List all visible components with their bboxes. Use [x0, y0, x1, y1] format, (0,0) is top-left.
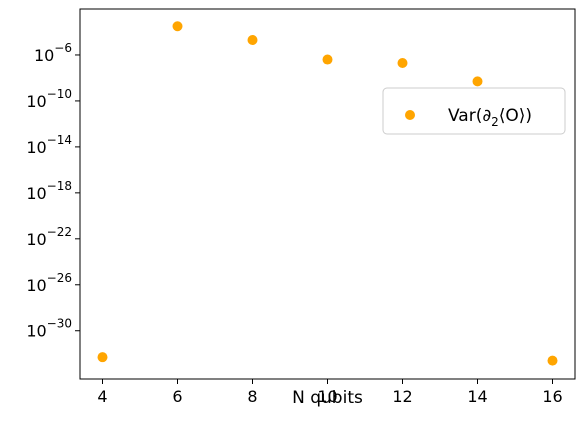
legend-label-sub: 2 — [491, 115, 499, 129]
y-axis: 10−30 10−26 10−22 10−18 10−14 10−10 10−6 — [26, 41, 80, 341]
x-tick-label: 6 — [172, 387, 182, 406]
data-point — [548, 356, 558, 366]
data-point — [248, 35, 258, 45]
legend-label: Var(∂2⟨O⟩) — [448, 106, 532, 129]
x-tick-label: 8 — [247, 387, 257, 406]
data-point — [173, 21, 183, 31]
legend: Var(∂2⟨O⟩) — [383, 88, 565, 134]
data-point — [398, 58, 408, 68]
legend-marker — [405, 110, 415, 120]
y-tick-label: 10−26 — [26, 271, 72, 295]
data-point — [473, 76, 483, 86]
x-tick-label: 16 — [542, 387, 562, 406]
y-tick-label: 10−10 — [26, 87, 72, 111]
data-point — [98, 352, 108, 362]
y-tick-label: 10−30 — [26, 317, 72, 341]
x-axis-label: N qubits — [292, 388, 363, 408]
data-point — [323, 55, 333, 65]
legend-label-tail: ⟨O⟩) — [499, 106, 532, 126]
legend-label-main: Var(∂ — [448, 106, 491, 126]
y-tick-label: 10−14 — [26, 133, 72, 157]
y-tick-label: 10−22 — [26, 225, 72, 249]
x-tick-label: 4 — [97, 387, 107, 406]
y-tick-label: 10−6 — [34, 41, 72, 65]
y-tick-label: 10−18 — [26, 179, 72, 203]
x-tick-label: 12 — [392, 387, 412, 406]
x-tick-label: 14 — [467, 387, 487, 406]
